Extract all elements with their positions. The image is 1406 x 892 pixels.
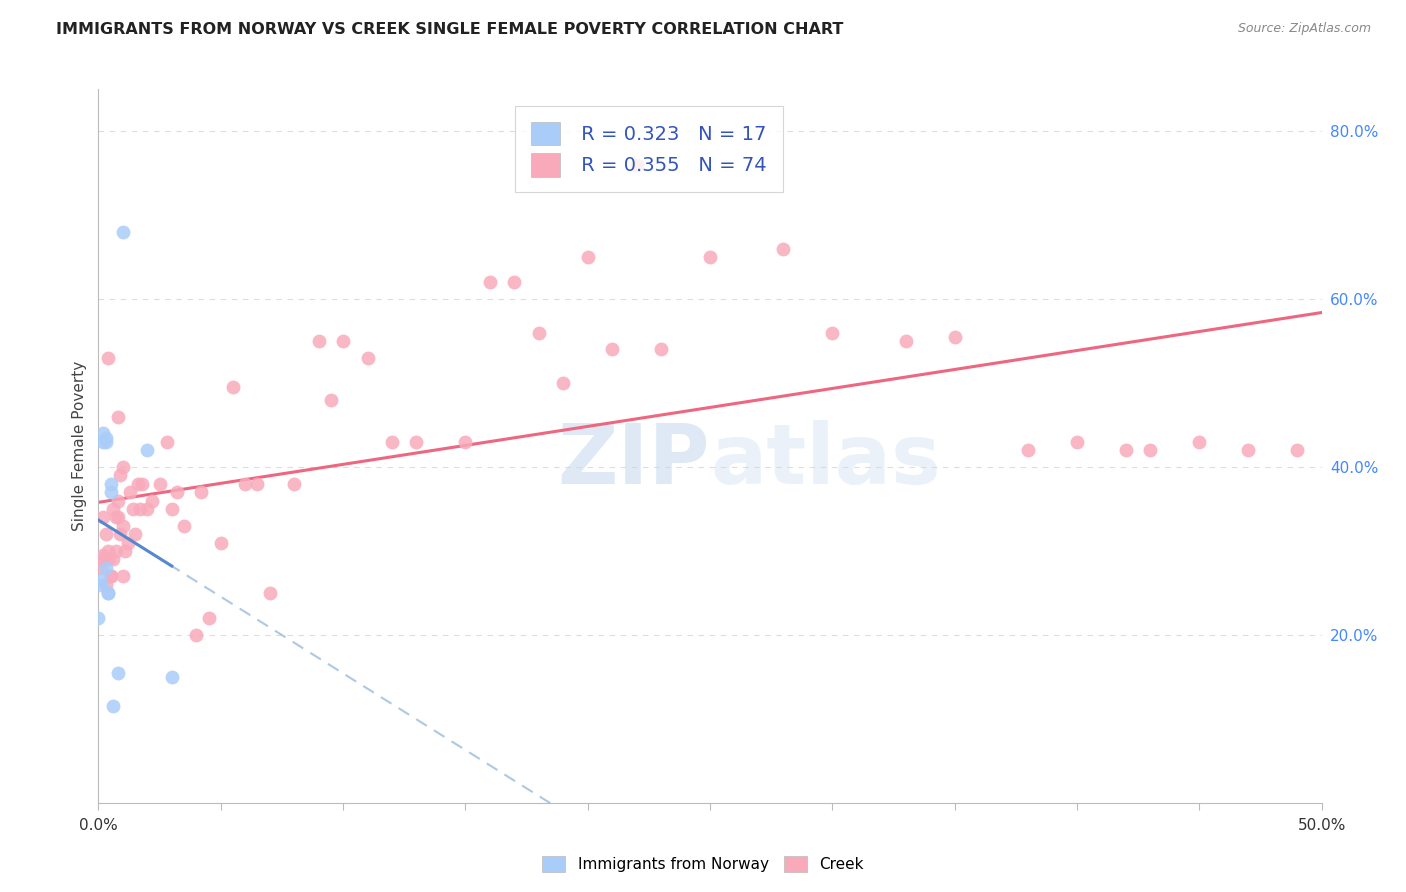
Point (576, 250, 599, 264)
Point (87, 611, 110, 625)
Point (111, 225, 134, 239)
Point (381, 434, 404, 449)
Point (626, 158, 648, 172)
Point (90, 560, 112, 574)
Point (478, 275, 501, 289)
Point (319, 392, 342, 407)
Point (259, 586, 281, 600)
Legend:  R = 0.323   N = 17,  R = 0.355   N = 74: R = 0.323 N = 17, R = 0.355 N = 74 (515, 106, 783, 193)
Point (1237, 443, 1260, 458)
Point (156, 434, 179, 449)
Point (1139, 443, 1161, 458)
Y-axis label: Single Female Poverty: Single Female Poverty (72, 361, 87, 531)
Point (821, 326, 844, 340)
Point (90, 574, 112, 588)
Point (100, 569, 122, 583)
Point (1286, 443, 1309, 458)
Point (114, 544, 136, 558)
Point (124, 527, 146, 541)
Point (166, 485, 188, 500)
Point (173, 518, 195, 533)
Point (110, 527, 132, 541)
Point (90, 577, 112, 591)
Text: IMMIGRANTS FROM NORWAY VS CREEK SINGLE FEMALE POVERTY CORRELATION CHART: IMMIGRANTS FROM NORWAY VS CREEK SINGLE F… (56, 22, 844, 37)
Text: ZIP: ZIP (558, 420, 710, 500)
Point (97, 552, 120, 566)
Legend: Immigrants from Norway, Creek: Immigrants from Norway, Creek (534, 848, 872, 880)
Point (129, 502, 152, 516)
Point (553, 376, 575, 390)
Point (91, 434, 114, 449)
Point (111, 460, 134, 475)
Point (600, 343, 623, 357)
Point (127, 476, 149, 491)
Point (100, 569, 122, 583)
Point (141, 493, 163, 508)
Point (104, 510, 127, 524)
Point (131, 476, 153, 491)
Point (110, 468, 132, 483)
Point (111, 518, 134, 533)
Point (527, 326, 550, 340)
Point (503, 275, 526, 289)
Point (190, 485, 212, 500)
Point (117, 535, 139, 549)
Point (209, 535, 232, 549)
Point (197, 611, 219, 625)
Point (894, 334, 917, 348)
Point (107, 665, 129, 680)
Point (943, 330, 966, 344)
Point (160, 502, 183, 516)
Point (233, 476, 256, 491)
Point (222, 380, 245, 394)
Point (332, 334, 354, 348)
Point (246, 476, 269, 491)
Point (308, 334, 330, 348)
Point (94, 577, 117, 591)
Point (101, 502, 124, 516)
Point (107, 493, 129, 508)
Point (94, 560, 117, 574)
Point (97, 586, 120, 600)
Point (91, 548, 114, 562)
Point (100, 485, 122, 500)
Text: atlas: atlas (710, 420, 941, 500)
Point (94, 527, 117, 541)
Point (111, 569, 134, 583)
Point (405, 434, 427, 449)
Point (107, 409, 129, 424)
Point (699, 250, 721, 264)
Point (94, 434, 117, 449)
Point (160, 670, 183, 684)
Point (186, 628, 208, 642)
Point (136, 443, 159, 458)
Point (97, 586, 120, 600)
Point (772, 242, 794, 256)
Point (94, 431, 117, 445)
Point (100, 476, 122, 491)
Point (650, 343, 672, 357)
Point (1066, 434, 1088, 449)
Point (91, 510, 114, 524)
Point (1115, 443, 1137, 458)
Point (454, 434, 477, 449)
Point (101, 699, 124, 714)
Point (149, 476, 172, 491)
Point (1188, 434, 1211, 449)
Point (104, 544, 127, 558)
Point (107, 510, 129, 524)
Point (91, 426, 114, 441)
Text: Source: ZipAtlas.com: Source: ZipAtlas.com (1237, 22, 1371, 36)
Point (97, 351, 120, 365)
Point (356, 351, 378, 365)
Point (120, 485, 142, 500)
Point (121, 502, 143, 516)
Point (283, 476, 305, 491)
Point (101, 552, 124, 566)
Point (90, 552, 112, 566)
Point (136, 502, 159, 516)
Point (97, 544, 120, 558)
Point (1017, 443, 1039, 458)
